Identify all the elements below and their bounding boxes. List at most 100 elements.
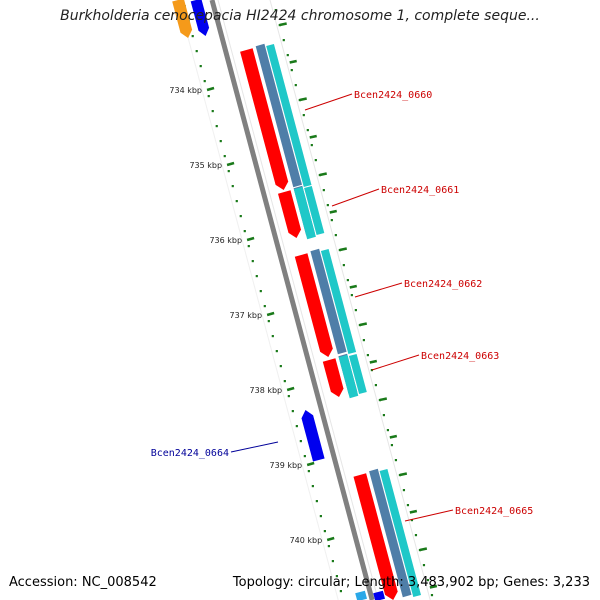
tick-dot [402, 489, 406, 492]
tick-label: 738 kbp [250, 386, 283, 395]
map-outer-boundary [269, 0, 431, 600]
gene-label-leader [354, 282, 403, 298]
tick-dot [283, 380, 286, 383]
tick-dot [235, 200, 238, 203]
gene-label: Bcen2424_0661 [381, 185, 459, 196]
cds-feature-forward [353, 473, 398, 600]
map-backbone [209, 0, 375, 600]
tick-dot [231, 185, 234, 188]
minor-tick-mark [409, 509, 418, 514]
gene-label: Bcen2424_0665 [455, 506, 533, 517]
tick-dot [350, 294, 353, 297]
tick-dot [279, 365, 282, 368]
tick-dot [306, 129, 309, 132]
tick-dot [382, 414, 386, 417]
tick-dot [406, 504, 410, 507]
misc-feature-track [266, 44, 312, 187]
tick-dot [422, 564, 426, 567]
tick-dot [223, 155, 226, 158]
tick-dot [215, 125, 218, 128]
tick-dot [342, 264, 345, 267]
tick-dot [302, 114, 305, 117]
tick-dot [346, 279, 349, 282]
minor-tick-mark [369, 359, 378, 364]
tick-dot [390, 444, 394, 447]
major-tick-mark [306, 461, 315, 467]
tick-dot [311, 485, 314, 488]
minor-tick-mark [299, 97, 307, 102]
tick-dot [362, 339, 365, 342]
tick-dot [374, 384, 377, 387]
tick-dot [211, 110, 214, 113]
map-outer-boundary [177, 0, 339, 600]
minor-tick-mark [339, 247, 348, 252]
major-tick-mark [246, 236, 255, 242]
cds-feature-forward [278, 190, 301, 238]
tick-dot [303, 455, 306, 458]
minor-tick-mark [389, 434, 398, 439]
tick-dot [263, 305, 266, 308]
tick-dot [330, 219, 333, 222]
gene-label-leader [230, 441, 279, 453]
minor-tick-mark [329, 209, 337, 214]
tick-dot [287, 395, 290, 398]
partial-feature-blue [190, 0, 210, 36]
tick-dot [251, 260, 254, 263]
major-tick-mark [326, 536, 335, 542]
tick-dot [410, 519, 414, 522]
tick-label: 735 kbp [189, 161, 222, 170]
tick-dot [307, 470, 310, 473]
accession-text: Accession: NC_008542 [9, 575, 157, 590]
gene-label: Bcen2424_0664 [151, 448, 229, 459]
tick-label: 736 kbp [209, 236, 242, 245]
tick-dot [267, 320, 270, 323]
gene-label-leader [304, 93, 353, 111]
tick-dot [354, 309, 357, 312]
tick-label: 734 kbp [169, 86, 202, 95]
genome-summary-text: Topology: circular; Length: 3,483,902 bp… [232, 575, 590, 590]
misc-feature-track [320, 249, 357, 354]
tick-dot [271, 335, 274, 338]
minor-tick-mark [399, 472, 408, 477]
misc-feature-track [293, 186, 316, 240]
tick-dot-track [183, 5, 342, 593]
major-tick-mark [226, 161, 235, 167]
minor-tick-mark [429, 584, 438, 589]
gene-label-leader [331, 188, 380, 207]
gene-track-feature [255, 43, 302, 188]
tick-dot [366, 354, 369, 357]
tick-dot [414, 534, 418, 537]
tick-dot [286, 54, 289, 57]
misc-feature-track [379, 469, 421, 597]
tick-dot [335, 575, 338, 578]
tick-dot [259, 290, 262, 293]
tick-dot [294, 84, 297, 87]
tick-dot [247, 245, 250, 248]
tick-dot [319, 515, 322, 518]
tick-dot [274, 9, 277, 12]
tick-dot [322, 189, 325, 192]
partial-feature-light-blue [355, 590, 367, 600]
tick-dot [315, 500, 318, 503]
tick-dot [394, 459, 398, 462]
minor-tick-mark [289, 59, 297, 64]
tick-dot [430, 594, 434, 597]
partial-feature-orange [172, 0, 193, 38]
tick-dot [299, 440, 302, 443]
minor-tick-mark [359, 322, 368, 327]
cds-feature-forward [322, 358, 344, 397]
minor-tick-mark [279, 22, 287, 27]
tick-dot [290, 69, 293, 72]
tick-dot [323, 530, 326, 533]
gene-label-leader [404, 509, 454, 522]
misc-feature-track [348, 354, 367, 394]
tick-dot [275, 350, 278, 353]
cds-feature-forward [240, 48, 289, 190]
tick-dot [207, 95, 210, 98]
tick-dot [386, 429, 390, 432]
tick-dot [326, 204, 329, 207]
major-tick-mark [266, 311, 275, 317]
major-tick-mark [206, 86, 215, 92]
partial-feature-blue [373, 590, 385, 600]
